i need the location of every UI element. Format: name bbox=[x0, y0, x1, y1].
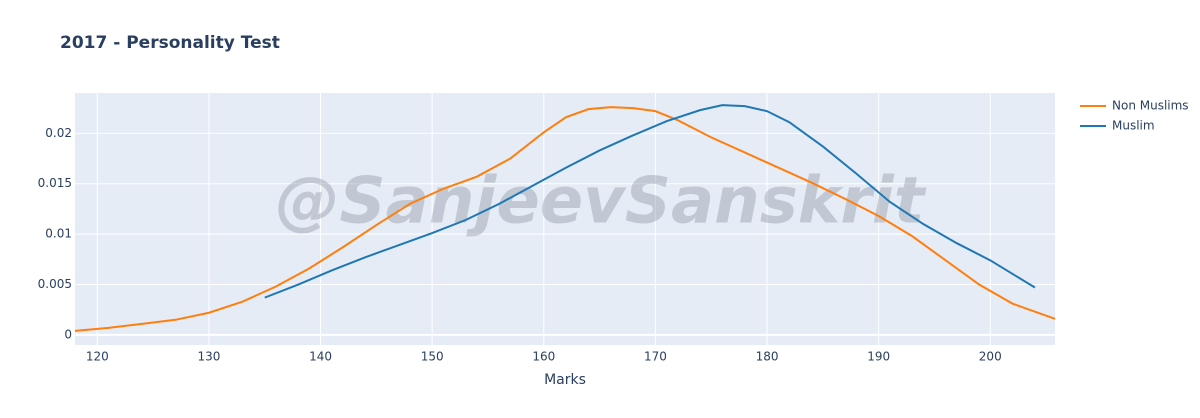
x-tick-label: 130 bbox=[197, 350, 220, 364]
x-tick-label: 150 bbox=[421, 350, 444, 364]
legend-label: Non Muslims bbox=[1112, 99, 1189, 113]
y-tick-label: 0.01 bbox=[45, 227, 72, 241]
y-tick-label: 0.005 bbox=[38, 277, 72, 291]
y-tick-label: 0.015 bbox=[38, 176, 72, 190]
x-tick-label: 190 bbox=[867, 350, 890, 364]
series-line bbox=[264, 104, 1036, 299]
series-line bbox=[74, 106, 1056, 332]
chart-title: 2017 - Personality Test bbox=[60, 33, 280, 53]
x-tick-label: 120 bbox=[86, 350, 109, 364]
x-tick-label: 170 bbox=[644, 350, 667, 364]
x-tick-label: 180 bbox=[756, 350, 779, 364]
watermark: @SanjeevSanskrit bbox=[276, 165, 927, 239]
x-tick-label: 140 bbox=[309, 350, 332, 364]
x-tick-label: 200 bbox=[979, 350, 1002, 364]
x-tick-label: 160 bbox=[532, 350, 555, 364]
y-tick-label: 0.02 bbox=[45, 126, 72, 140]
y-tick-label: 0 bbox=[64, 327, 72, 341]
legend-label: Muslim bbox=[1112, 119, 1155, 133]
x-axis-title: Marks bbox=[544, 372, 586, 388]
